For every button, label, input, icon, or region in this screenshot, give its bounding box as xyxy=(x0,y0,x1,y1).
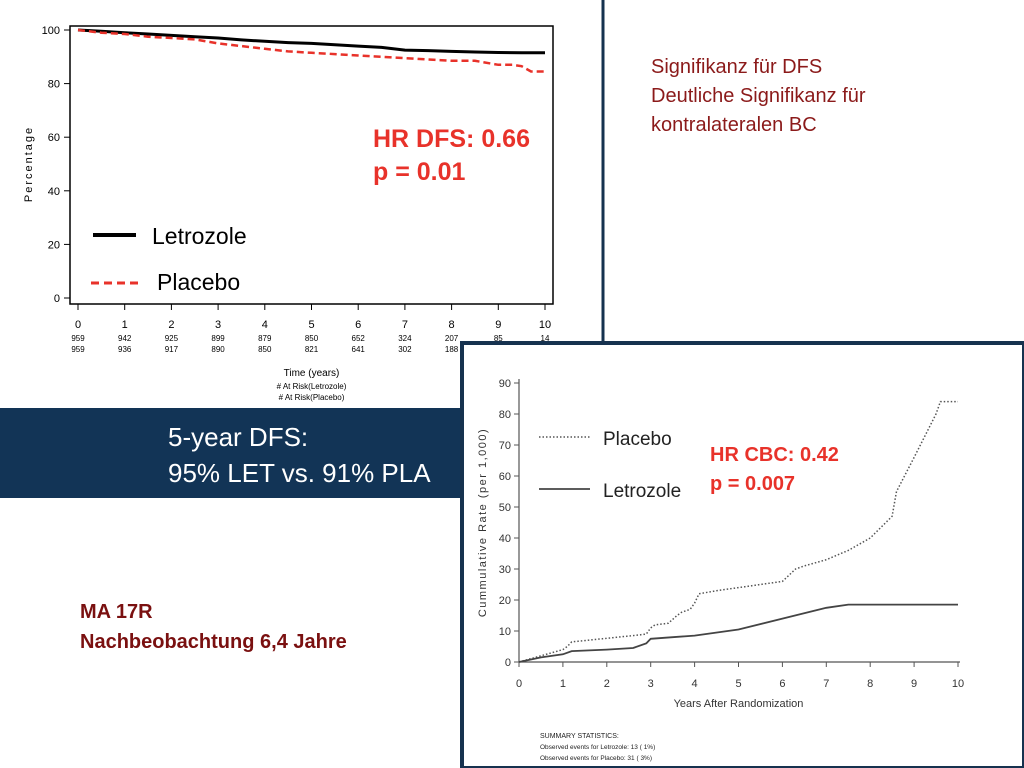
cbc-chart: 0 10 20 30 40 50 60 70 80 90 0 1 2 3 4 5 6 7 8 9 10 Years Aft… xyxy=(477,378,964,762)
y-tick-label: 10 xyxy=(499,626,511,638)
at-risk-value: 652 xyxy=(352,334,366,343)
y-tick-label: 0 xyxy=(54,293,60,305)
x-tick-label: 8 xyxy=(449,319,455,331)
at-risk-value: 917 xyxy=(165,345,179,354)
at-risk-value: 850 xyxy=(305,334,319,343)
x-tick-label: 10 xyxy=(952,678,964,690)
x-axis-label: Time (years) xyxy=(284,368,340,379)
series-line-placebo xyxy=(518,400,958,663)
at-risk-value: 188 xyxy=(445,345,459,354)
p-annotation: p = 0.007 xyxy=(710,473,795,495)
x-tick-label: 8 xyxy=(867,678,873,690)
y-tick-label: 20 xyxy=(48,239,60,251)
banner-band xyxy=(0,408,470,498)
series-line-letrozole xyxy=(518,603,958,663)
summary-line: Observed events for Letrozole: 13 ( 1%) xyxy=(540,744,655,751)
y-tick-label: 20 xyxy=(499,595,511,607)
y-tick-label: 40 xyxy=(499,533,511,545)
x-tick-label: 1 xyxy=(122,319,128,331)
at-risk-value: 850 xyxy=(258,345,272,354)
x-tick-label: 7 xyxy=(402,319,408,331)
x-tick-label: 1 xyxy=(560,678,566,690)
y-axis-label: Cummulative Rate (per 1,000) xyxy=(477,428,489,617)
hr-annotation: HR DFS: 0.66 xyxy=(373,125,530,153)
x-axis-label: Years After Randomization xyxy=(674,698,804,710)
y-tick-label: 70 xyxy=(499,440,511,452)
x-tick-label: 5 xyxy=(308,319,314,331)
at-risk-value: 936 xyxy=(118,345,132,354)
at-risk-value: 821 xyxy=(305,345,319,354)
y-tick-label: 40 xyxy=(48,186,60,198)
y-tick-label: 60 xyxy=(499,471,511,483)
y-tick-label: 90 xyxy=(499,378,511,390)
p-annotation: p = 0.01 xyxy=(373,158,466,186)
dfs-chart-panel xyxy=(0,0,603,408)
at-risk-value: 890 xyxy=(211,345,225,354)
y-tick-label: 80 xyxy=(48,79,60,91)
x-tick-label: 7 xyxy=(823,678,829,690)
at-risk-value: 207 xyxy=(445,334,459,343)
significance-note-line: Signifikanz für DFS xyxy=(651,56,823,78)
y-tick-label: 50 xyxy=(499,502,511,514)
banner-line-1: 5-year DFS: xyxy=(168,422,308,452)
at-risk-value: 942 xyxy=(118,334,132,343)
dfs-chart: 0 20 40 60 80 100 0 1 2 3 4 5 6 7 8 9 10 959 942 925 899 879 8… xyxy=(23,25,554,402)
cbc-chart-panel xyxy=(460,341,1024,768)
x-tick-label: 2 xyxy=(604,678,610,690)
x-tick-label: 2 xyxy=(168,319,174,331)
at-risk-value: 959 xyxy=(71,345,85,354)
at-risk-value: 925 xyxy=(165,334,179,343)
legend-label-placebo: Placebo xyxy=(157,269,240,295)
at-risk-label: # At Risk(Placebo) xyxy=(279,393,345,402)
significance-note: Signifikanz für DFS Deutliche Signifikan… xyxy=(651,53,866,140)
study-note-line: Nachbeobachtung 6,4 Jahre xyxy=(80,631,347,653)
y-axis-label: Percentage xyxy=(23,126,35,202)
at-risk-value: 959 xyxy=(71,334,85,343)
x-tick-label: 3 xyxy=(215,319,221,331)
significance-note-line: Deutliche Signifikanz für xyxy=(651,85,866,107)
significance-note-line: kontralateralen BC xyxy=(651,114,817,136)
x-tick-label: 6 xyxy=(779,678,785,690)
y-tick-label: 100 xyxy=(42,25,60,37)
hr-annotation: HR CBC: 0.42 xyxy=(710,444,839,466)
y-tick-label: 60 xyxy=(48,132,60,144)
banner-line-2: 95% LET vs. 91% PLA xyxy=(168,458,431,488)
y-tick-label: 30 xyxy=(499,564,511,576)
at-risk-label: # At Risk(Letrozole) xyxy=(277,382,347,391)
x-tick-label: 10 xyxy=(539,319,551,331)
series-line-letrozole xyxy=(77,28,545,55)
at-risk-value: 85 xyxy=(494,334,503,343)
x-tick-label: 0 xyxy=(516,678,522,690)
study-note-line: MA 17R xyxy=(80,601,153,623)
x-tick-label: 4 xyxy=(262,319,268,331)
at-risk-value: 14 xyxy=(541,334,550,343)
at-risk-value: 302 xyxy=(398,345,412,354)
legend-label-placebo: Placebo xyxy=(603,429,672,450)
summary-line: Observed events for Placebo: 31 ( 3%) xyxy=(540,755,652,762)
x-tick-label: 4 xyxy=(692,678,698,690)
x-tick-label: 3 xyxy=(648,678,654,690)
x-tick-label: 5 xyxy=(735,678,741,690)
x-tick-label: 9 xyxy=(495,319,501,331)
at-risk-value: 899 xyxy=(211,334,225,343)
y-tick-label: 80 xyxy=(499,409,511,421)
legend-label-letrozole: Letrozole xyxy=(603,481,681,502)
x-tick-label: 6 xyxy=(355,319,361,331)
series-line-placebo xyxy=(77,28,545,73)
at-risk-value: 324 xyxy=(398,334,412,343)
legend-label-letrozole: Letrozole xyxy=(152,223,247,249)
x-tick-label: 0 xyxy=(75,319,81,331)
at-risk-value: 879 xyxy=(258,334,272,343)
x-tick-label: 9 xyxy=(911,678,917,690)
summary-line: SUMMARY STATISTICS: xyxy=(540,733,619,740)
y-tick-label: 0 xyxy=(505,657,511,669)
study-note: MA 17R Nachbeobachtung 6,4 Jahre xyxy=(80,597,347,657)
at-risk-value: 641 xyxy=(352,345,366,354)
